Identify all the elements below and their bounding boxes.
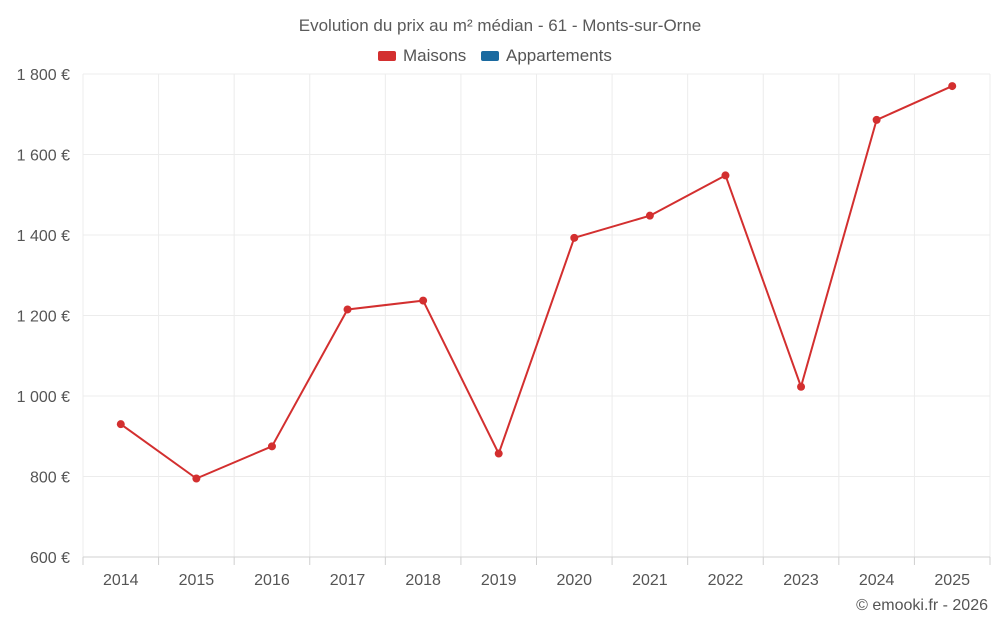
y-tick-label: 1 000 € [17, 389, 70, 406]
data-point-2024[interactable] [872, 115, 881, 124]
y-tick-label: 1 200 € [17, 309, 70, 326]
x-tick-label: 2017 [330, 572, 366, 589]
legend: Maisons Appartements [378, 46, 612, 65]
y-tick-label: 1 400 € [17, 228, 70, 245]
legend-swatch-appartements [481, 51, 499, 61]
y-tick-label: 600 € [30, 550, 70, 567]
x-tick-label: 2018 [405, 572, 441, 589]
data-point-2021[interactable] [645, 211, 654, 220]
data-point-2014[interactable] [116, 420, 125, 429]
series-maisons [116, 82, 957, 483]
grid [82, 73, 991, 557]
x-tick-label: 2022 [708, 572, 744, 589]
data-point-2018[interactable] [419, 296, 428, 305]
series-line-maisons [120, 85, 953, 480]
legend-item-appartements[interactable]: Appartements [481, 46, 612, 65]
data-point-2016[interactable] [267, 442, 276, 451]
x-tick-label: 2023 [783, 572, 819, 589]
x-tick-label: 2024 [859, 572, 895, 589]
data-point-2020[interactable] [570, 233, 579, 242]
x-tick-label: 2014 [103, 572, 139, 589]
data-point-2015[interactable] [192, 474, 201, 483]
x-tick-label: 2025 [934, 572, 970, 589]
y-tick-label: 1 800 € [17, 67, 70, 84]
data-point-2023[interactable] [797, 382, 806, 391]
x-tick-label: 2020 [556, 572, 592, 589]
x-tick-label: 2016 [254, 572, 290, 589]
chart-title: Evolution du prix au m² médian - 61 - Mo… [299, 16, 702, 35]
legend-label-maisons: Maisons [403, 46, 466, 65]
y-tick-label: 800 € [30, 470, 70, 487]
credit-text: © emooki.fr - 2026 [856, 597, 988, 614]
x-tick-label: 2021 [632, 572, 668, 589]
data-point-2019[interactable] [494, 449, 503, 458]
y-tick-label: 1 600 € [17, 148, 70, 165]
legend-item-maisons[interactable]: Maisons [378, 46, 466, 65]
legend-swatch-maisons [378, 51, 396, 61]
x-tick-label: 2019 [481, 572, 517, 589]
data-point-2022[interactable] [721, 171, 730, 180]
legend-label-appartements: Appartements [506, 46, 612, 65]
data-point-2025[interactable] [948, 82, 957, 91]
data-point-2017[interactable] [343, 305, 352, 314]
axes: 600 € 800 € 1 000 € 1 200 € 1 400 € 1 600 € 1 … [17, 67, 991, 589]
x-tick-label: 2015 [179, 572, 215, 589]
